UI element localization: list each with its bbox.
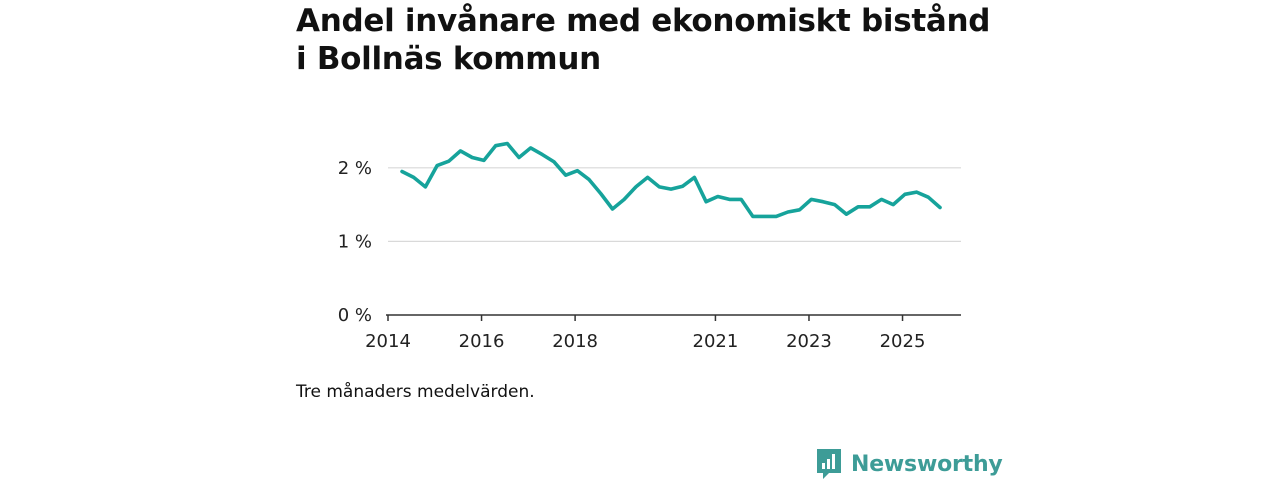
data-point (856, 205, 860, 209)
data-point (763, 214, 767, 218)
x-tick-label: 2025 (880, 331, 926, 352)
data-point (622, 197, 626, 201)
line-chart: 2014 2016 2018 2021 2023 2025 0 % 1 % 2 % (338, 141, 961, 352)
data-point (611, 207, 615, 211)
y-axis-labels: 0 % 1 % 2 % (338, 158, 372, 326)
series-line (400, 141, 942, 219)
x-tick-label: 2016 (459, 331, 505, 352)
data-point (915, 190, 919, 194)
data-point (704, 200, 708, 204)
series-layer (400, 141, 942, 219)
data-point (435, 164, 439, 168)
x-tick-label: 2023 (786, 331, 832, 352)
newsworthy-logo-icon (817, 449, 841, 479)
data-point (517, 156, 521, 160)
data-point (470, 156, 474, 160)
data-point (926, 195, 930, 199)
x-tick-label: 2014 (365, 331, 411, 352)
gridlines (388, 167, 961, 242)
data-point (739, 197, 743, 201)
x-axis: 2014 2016 2018 2021 2023 2025 (365, 314, 961, 352)
data-point (891, 203, 895, 207)
data-point (505, 142, 509, 146)
data-point (482, 158, 486, 162)
y-tick-label: 0 % (338, 305, 372, 326)
data-point (844, 212, 848, 216)
data-point (540, 153, 544, 157)
data-point (669, 187, 673, 191)
data-point (728, 197, 732, 201)
data-point (716, 195, 720, 199)
data-point (798, 208, 802, 212)
data-point (692, 175, 696, 179)
data-point (821, 200, 825, 204)
data-point (552, 160, 556, 164)
data-point (938, 206, 942, 210)
data-point (809, 197, 813, 201)
data-point (599, 192, 603, 196)
x-tick-label: 2021 (693, 331, 739, 352)
brand-logo[interactable]: Newsworthy (815, 446, 1003, 482)
data-point (774, 214, 778, 218)
data-point (681, 184, 685, 188)
data-point (529, 146, 533, 150)
data-point (646, 175, 650, 179)
data-point (903, 192, 907, 196)
x-tick-label: 2018 (552, 331, 598, 352)
data-point (564, 173, 568, 177)
chart-title: Andel invånare med ekonomiskt bistånd i … (296, 3, 991, 77)
data-point (459, 149, 463, 153)
data-point (575, 169, 579, 173)
chart-footnote: Tre månaders medelvärden. (296, 382, 535, 402)
data-point (657, 185, 661, 189)
data-point (494, 144, 498, 148)
data-point (587, 178, 591, 182)
data-point (447, 159, 451, 163)
data-point (751, 214, 755, 218)
data-point (868, 205, 872, 209)
data-point (880, 197, 884, 201)
data-point (423, 185, 427, 189)
data-point (833, 203, 837, 207)
data-point (634, 185, 638, 189)
data-point (786, 210, 790, 214)
brand-name: Newsworthy (851, 451, 1003, 477)
y-tick-label: 1 % (338, 231, 372, 252)
data-point (400, 170, 404, 174)
y-tick-label: 2 % (338, 158, 372, 179)
data-point (412, 175, 416, 179)
